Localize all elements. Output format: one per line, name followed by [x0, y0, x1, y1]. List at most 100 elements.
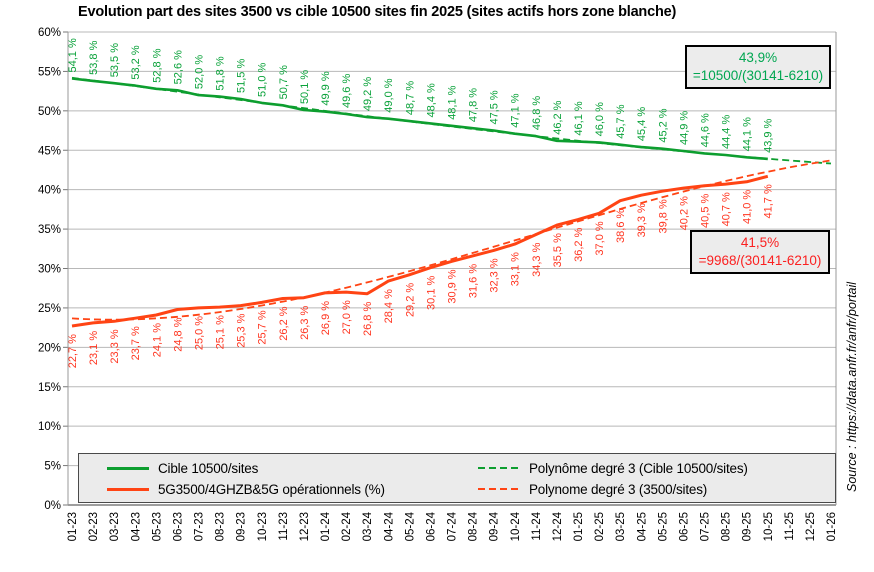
data-label: 37,0 %	[594, 221, 606, 255]
data-label: 38,6 %	[615, 208, 627, 242]
data-label: 49,9 %	[320, 71, 332, 105]
x-tick-label: 08-23	[215, 512, 227, 541]
x-tick-label: 04-23	[130, 512, 142, 541]
y-tick-label: 25%	[38, 303, 61, 315]
data-label: 41,7 %	[763, 184, 775, 218]
data-label: 48,7 %	[404, 81, 416, 115]
data-label: 30,1 %	[425, 275, 437, 309]
legend-label: Polynôme degré 3 (Cible 10500/sites)	[529, 460, 748, 476]
x-tick-label: 11-25	[784, 512, 796, 541]
data-label: 24,8 %	[172, 317, 184, 351]
data-labels-cible: 54,1 % 53,8 % 53,5 % 53,2 % 52,8 % 52,6 % 52,0…	[67, 38, 775, 153]
x-tick-label: 10-25	[763, 512, 775, 541]
data-label: 48,4 %	[425, 83, 437, 117]
data-label: 51,8 %	[215, 56, 227, 90]
y-tick-label: 35%	[38, 224, 61, 236]
x-tick-label: 08-25	[721, 512, 733, 541]
data-label: 47,8 %	[468, 88, 480, 122]
data-label: 48,1 %	[447, 85, 459, 119]
data-label: 29,2 %	[404, 283, 416, 317]
data-label: 44,9 %	[678, 111, 690, 145]
chart-legend: Cible 10500/sites 5G3500/4GHZB&5G opérat…	[78, 453, 836, 503]
solid-green-line-swatch	[107, 466, 149, 470]
x-tick-label: 09-23	[236, 512, 248, 541]
data-label: 35,5 %	[552, 233, 564, 267]
data-label: 46,1 %	[573, 101, 585, 135]
x-tick-label: 12-24	[552, 511, 564, 541]
series-line-sites	[71, 174, 769, 328]
data-label: 45,4 %	[636, 107, 648, 141]
data-label: 31,6 %	[468, 264, 480, 298]
x-tick-label: 02-25	[594, 512, 606, 541]
x-tick-label: 05-25	[657, 512, 669, 541]
data-label: 30,9 %	[447, 269, 459, 303]
data-label: 50,7 %	[278, 65, 290, 99]
x-tick-label: 09-24	[489, 511, 501, 541]
y-tick-label: 30%	[38, 264, 61, 276]
y-tick-label: 55%	[38, 66, 61, 78]
y-tick-label: 45%	[38, 145, 61, 157]
x-tick-label: 03-25	[615, 512, 627, 541]
data-label: 33,1 %	[510, 252, 522, 286]
current-annotation-formula: =9968/(30141-6210)	[698, 253, 822, 268]
legend-item-poly-sites: Polynome degré 3 (3500/sites)	[478, 479, 707, 499]
data-label: 44,6 %	[700, 113, 712, 147]
data-label: 40,5 %	[700, 194, 712, 228]
x-tick-label: 06-23	[172, 512, 184, 541]
data-label: 53,5 %	[109, 43, 121, 77]
data-label: 39,3 %	[636, 203, 648, 237]
x-tick-label: 05-24	[404, 511, 416, 541]
data-label: 25,1 %	[215, 315, 227, 349]
data-label: 52,8 %	[151, 48, 163, 82]
data-label: 39,8 %	[657, 199, 669, 233]
data-label: 23,3 %	[109, 329, 121, 363]
data-label: 26,3 %	[299, 305, 311, 339]
data-label: 40,7 %	[721, 192, 733, 226]
data-label: 23,7 %	[130, 326, 142, 360]
x-tick-label: 12-25	[805, 512, 817, 541]
y-tick-label: 20%	[38, 342, 61, 354]
data-label: 49,0 %	[383, 78, 395, 112]
x-tick-label: 11-24	[531, 511, 543, 540]
data-label: 53,2 %	[130, 45, 142, 79]
x-tick-label: 04-24	[383, 511, 395, 541]
data-label: 46,2 %	[552, 100, 564, 134]
data-label: 28,4 %	[383, 289, 395, 323]
data-labels-sites: 22,7 % 23,1 % 23,3 % 23,7 % 24,1 % 24,8 % 25,0…	[67, 184, 775, 368]
legend-item-poly-cible: Polynôme degré 3 (Cible 10500/sites)	[478, 458, 748, 478]
data-label: 50,1 %	[299, 70, 311, 104]
dashed-red-line-swatch	[478, 488, 520, 490]
data-label: 47,1 %	[510, 93, 522, 127]
data-label: 49,2 %	[362, 77, 374, 111]
y-tick-label: 15%	[38, 382, 61, 394]
data-label: 34,3 %	[531, 242, 543, 276]
source-note: Source : https://data.anfr.fr/anfr/porta…	[845, 281, 859, 492]
legend-label: Polynome degré 3 (3500/sites)	[529, 481, 708, 497]
x-tick-label: 02-24	[341, 511, 353, 541]
data-label: 26,9 %	[320, 301, 332, 335]
data-label: 53,8 %	[88, 40, 100, 74]
x-tick-label: 08-24	[468, 511, 480, 541]
x-tick-label: 10-23	[257, 512, 269, 541]
data-label: 45,7 %	[615, 104, 627, 138]
x-tick-label: 04-25	[636, 512, 648, 541]
data-label: 54,1 %	[67, 38, 79, 72]
x-tick-label: 01-23	[67, 512, 79, 541]
data-label: 47,5 %	[489, 90, 501, 124]
data-label: 26,2 %	[278, 306, 290, 340]
data-label: 44,4 %	[721, 115, 733, 149]
target-annotation-box: 43,9% =10500/(30141-6210)	[685, 45, 831, 89]
dashed-green-line-swatch	[478, 467, 520, 469]
y-tick-label: 0%	[44, 500, 61, 512]
data-label: 23,1 %	[88, 331, 100, 365]
target-annotation-formula: =10500/(30141-6210)	[692, 68, 824, 83]
data-label: 40,2 %	[678, 196, 690, 230]
current-annotation-value: 41,5%	[740, 235, 780, 250]
y-tick-label: 10%	[38, 421, 61, 433]
target-annotation-value: 43,9%	[738, 50, 778, 65]
y-axis-labels: 0% 5% 10% 15% 20% 25% 30% 35% 40% 45% 50% 55% 60%	[38, 27, 61, 512]
data-label: 24,1 %	[151, 323, 163, 357]
x-tick-label: 01-25	[573, 512, 585, 541]
data-label: 51,0 %	[257, 62, 269, 96]
